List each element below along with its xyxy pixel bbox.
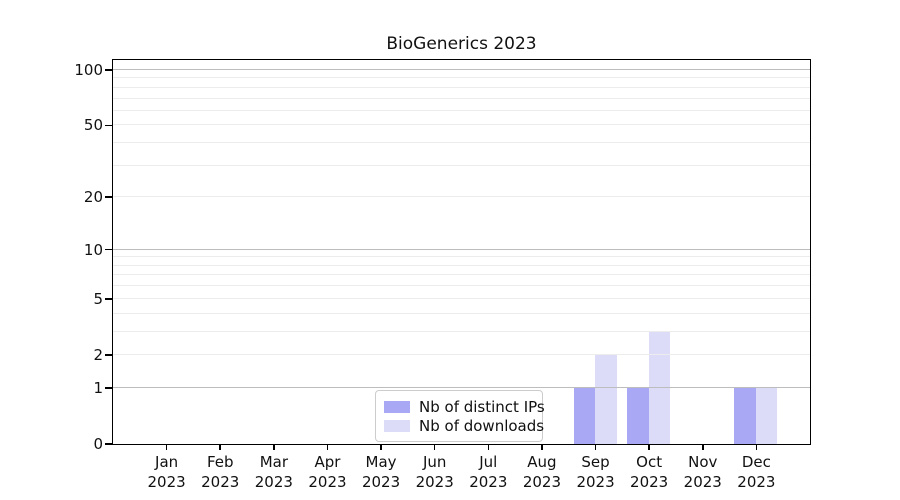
x-tick-label: Oct 2023 [630, 453, 669, 491]
x-tick-mark [219, 445, 222, 450]
legend-entry-downloads: Nb of downloads [384, 416, 544, 435]
minor-gridline [112, 285, 810, 287]
y-tick-label: 1 [93, 378, 103, 397]
minor-gridline [112, 86, 810, 88]
x-tick-label: Aug 2023 [522, 453, 562, 491]
y-tick-label: 10 [83, 240, 103, 259]
x-tick-label: Sep 2023 [576, 453, 615, 491]
x-tick-mark [165, 445, 168, 450]
y-tick-label: 0 [93, 435, 103, 453]
minor-gridline [112, 164, 810, 166]
legend-entry-distinct-ips: Nb of distinct IPs [384, 397, 545, 416]
minor-gridline [112, 312, 810, 314]
major-gridline [112, 68, 810, 70]
y-tick-label: 5 [93, 289, 103, 308]
bar-sep-ips [573, 387, 596, 444]
legend-swatch-distinct-ips [384, 400, 410, 413]
x-tick-label: Nov 2023 [683, 453, 722, 491]
x-tick-mark [273, 445, 275, 450]
y-tick-label: 2 [93, 345, 103, 364]
x-tick-label: May 2023 [361, 453, 401, 491]
y-tick-label: 20 [83, 188, 103, 207]
minor-gridline [112, 256, 810, 258]
y-tick-mark [105, 443, 112, 445]
x-tick-label: Jan 2023 [147, 453, 186, 491]
minor-gridline [112, 297, 810, 299]
bar-dec-downloads [755, 387, 778, 444]
x-tick-mark [433, 445, 436, 450]
y-tick-mark [105, 69, 112, 71]
x-tick-label: Feb 2023 [201, 453, 240, 491]
minor-gridline [112, 264, 810, 266]
y-tick-mark [105, 387, 112, 389]
minor-gridline [112, 97, 810, 99]
y-tick-mark [105, 196, 112, 199]
y-tick-mark [105, 297, 112, 300]
x-tick-label: Jun 2023 [415, 453, 454, 491]
y-tick-mark [105, 354, 112, 356]
x-tick-mark [487, 445, 490, 450]
y-tick-label: 100 [74, 60, 103, 79]
y-tick-mark [105, 124, 112, 127]
x-tick-mark [541, 445, 543, 450]
x-tick-label: Jul 2023 [469, 453, 508, 491]
minor-gridline [112, 353, 810, 355]
x-tick-mark [755, 445, 758, 450]
x-tick-mark [701, 445, 704, 450]
x-tick-mark [648, 445, 650, 450]
minor-gridline [112, 77, 810, 79]
legend-swatch-downloads [384, 419, 410, 432]
minor-gridline [112, 109, 810, 111]
legend: Nb of distinct IPs Nb of downloads [375, 390, 545, 442]
minor-gridline [112, 142, 810, 144]
minor-gridline [112, 274, 810, 276]
bar-dec-ips [734, 387, 756, 444]
minor-gridline [112, 124, 810, 126]
bar-sep-downloads [595, 354, 617, 444]
minor-gridline [112, 330, 810, 332]
legend-label: Nb of distinct IPs [419, 397, 545, 416]
bar-oct-ips [627, 387, 649, 444]
x-tick-mark [594, 445, 597, 450]
x-tick-mark [380, 445, 382, 450]
x-tick-label: Mar 2023 [254, 453, 293, 491]
major-gridline [112, 386, 810, 388]
plot-area [111, 58, 811, 445]
y-tick-label: 50 [83, 116, 103, 135]
x-tick-mark [326, 445, 329, 450]
x-tick-label: Dec 2023 [737, 453, 776, 491]
minor-gridline [112, 196, 810, 198]
x-tick-label: Apr 2023 [308, 453, 347, 491]
chart-title: BioGenerics 2023 [386, 34, 537, 54]
y-tick-mark [105, 248, 112, 251]
major-gridline [112, 248, 810, 250]
legend-label: Nb of downloads [419, 416, 545, 435]
